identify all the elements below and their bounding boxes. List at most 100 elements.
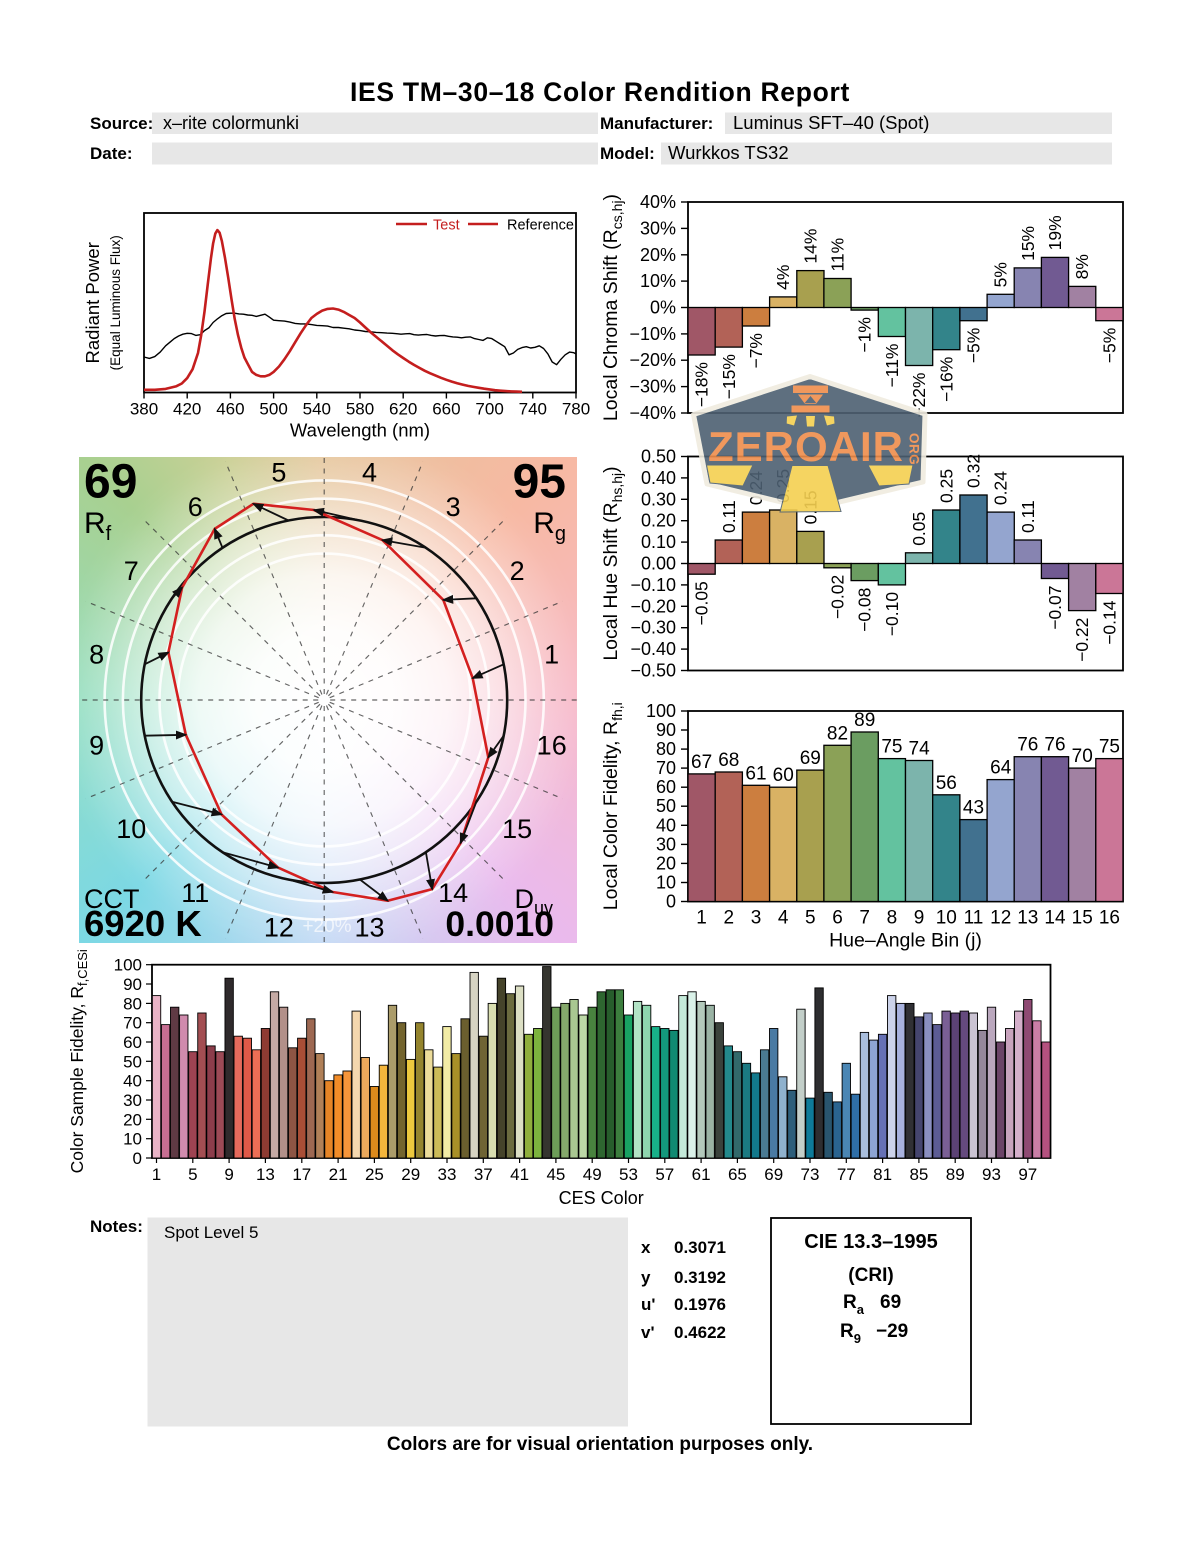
svg-text:70: 70 [656, 758, 676, 778]
svg-text:5%: 5% [991, 262, 1011, 287]
svg-text:10%: 10% [640, 271, 676, 291]
svg-text:49: 49 [583, 1165, 602, 1184]
svg-text:−0.10: −0.10 [630, 575, 676, 595]
svg-text:0.32: 0.32 [964, 454, 984, 488]
svg-text:7: 7 [859, 908, 870, 929]
svg-text:41: 41 [510, 1165, 529, 1184]
svg-text:6: 6 [188, 492, 203, 522]
svg-text:740: 740 [519, 400, 547, 419]
svg-text:x–rite colormunki: x–rite colormunki [163, 113, 299, 133]
svg-text:Model:: Model: [600, 144, 655, 163]
svg-text:−0.40: −0.40 [630, 639, 676, 659]
svg-text:17: 17 [292, 1165, 311, 1184]
svg-text:−0.20: −0.20 [630, 596, 676, 616]
svg-text:−0.22: −0.22 [1072, 618, 1092, 662]
svg-text:0: 0 [666, 892, 676, 912]
svg-text:620: 620 [389, 400, 417, 419]
svg-text:−0.07: −0.07 [1045, 586, 1065, 630]
svg-text:90: 90 [123, 975, 142, 994]
svg-text:0.05: 0.05 [909, 512, 929, 546]
svg-text:−11%: −11% [882, 344, 902, 388]
svg-text:20: 20 [123, 1110, 142, 1129]
svg-text:30: 30 [656, 834, 676, 854]
svg-text:−30%: −30% [629, 377, 676, 397]
svg-text:Radiant Power: Radiant Power [82, 242, 103, 363]
svg-text:15%: 15% [1018, 226, 1038, 261]
svg-text:0.24: 0.24 [991, 471, 1011, 505]
svg-text:Manufacturer:: Manufacturer: [600, 114, 713, 133]
svg-text:14: 14 [1044, 908, 1066, 929]
svg-text:9: 9 [914, 908, 925, 929]
svg-text:2: 2 [510, 556, 525, 586]
svg-text:+20%: +20% [302, 916, 351, 937]
svg-text:−0.50: −0.50 [630, 661, 676, 681]
svg-text:0%: 0% [650, 298, 676, 318]
svg-text:65: 65 [728, 1165, 747, 1184]
svg-text:76: 76 [1044, 735, 1065, 756]
svg-text:69: 69 [800, 748, 821, 769]
svg-text:53: 53 [619, 1165, 638, 1184]
svg-text:580: 580 [346, 400, 374, 419]
svg-text:10: 10 [936, 908, 957, 929]
svg-text:4: 4 [778, 908, 789, 929]
svg-text:25: 25 [365, 1165, 384, 1184]
svg-text:CIE 13.3–1995: CIE 13.3–1995 [804, 1231, 937, 1253]
svg-text:460: 460 [216, 400, 244, 419]
svg-text:21: 21 [329, 1165, 348, 1184]
svg-text:700: 700 [475, 400, 503, 419]
svg-text:−40%: −40% [629, 403, 676, 423]
svg-text:−5%: −5% [1099, 328, 1119, 364]
svg-text:16: 16 [537, 730, 567, 760]
svg-text:15: 15 [1072, 908, 1093, 929]
svg-text:8: 8 [89, 640, 104, 670]
svg-text:7: 7 [124, 556, 139, 586]
svg-text:0.50: 0.50 [641, 447, 676, 467]
svg-text:10: 10 [116, 814, 146, 844]
svg-text:Luminus SFT–40 (Spot): Luminus SFT–40 (Spot) [733, 112, 929, 133]
svg-text:89: 89 [946, 1165, 965, 1184]
svg-text:v': v' [641, 1323, 655, 1342]
svg-text:0.11: 0.11 [719, 500, 739, 533]
svg-text:37: 37 [474, 1165, 493, 1184]
svg-text:4: 4 [362, 458, 377, 488]
svg-text:30%: 30% [640, 218, 676, 238]
svg-text:(CRI): (CRI) [848, 1265, 893, 1286]
svg-text:Rf: Rf [84, 507, 112, 545]
svg-text:−29: −29 [876, 1321, 908, 1342]
svg-text:Duv: Duv [514, 884, 553, 918]
svg-text:y: y [641, 1268, 651, 1287]
svg-text:82: 82 [827, 723, 848, 744]
svg-text:12: 12 [990, 908, 1011, 929]
svg-text:9: 9 [89, 730, 104, 760]
svg-text:−20%: −20% [629, 350, 676, 370]
svg-text:60: 60 [123, 1033, 142, 1052]
svg-text:Spot Level 5: Spot Level 5 [164, 1223, 259, 1242]
svg-text:13: 13 [256, 1165, 275, 1184]
svg-text:11%: 11% [828, 238, 848, 272]
svg-text:60: 60 [656, 777, 676, 797]
svg-text:(Equal Luminous Flux): (Equal Luminous Flux) [108, 235, 123, 370]
svg-text:Wurkkos TS32: Wurkkos TS32 [668, 142, 789, 163]
svg-text:−7%: −7% [746, 333, 766, 369]
svg-text:−22%: −22% [909, 373, 929, 418]
svg-text:40: 40 [656, 815, 676, 835]
svg-text:0.0010: 0.0010 [445, 904, 554, 944]
svg-text:1: 1 [696, 908, 707, 929]
svg-text:16: 16 [1099, 908, 1120, 929]
svg-text:8: 8 [887, 908, 898, 929]
svg-text:81: 81 [873, 1165, 892, 1184]
svg-text:6: 6 [832, 908, 843, 929]
svg-text:10: 10 [123, 1130, 142, 1149]
svg-text:Reference: Reference [507, 218, 574, 234]
svg-text:−15%: −15% [719, 354, 739, 399]
svg-text:11: 11 [181, 878, 209, 908]
svg-text:64: 64 [990, 758, 1012, 779]
svg-text:1: 1 [152, 1165, 161, 1184]
svg-text:67: 67 [691, 752, 712, 773]
svg-text:660: 660 [432, 400, 460, 419]
svg-text:1: 1 [544, 640, 559, 670]
svg-text:61: 61 [692, 1165, 711, 1184]
svg-text:780: 780 [562, 400, 590, 419]
svg-text:0: 0 [133, 1149, 142, 1168]
svg-text:10: 10 [656, 873, 676, 893]
